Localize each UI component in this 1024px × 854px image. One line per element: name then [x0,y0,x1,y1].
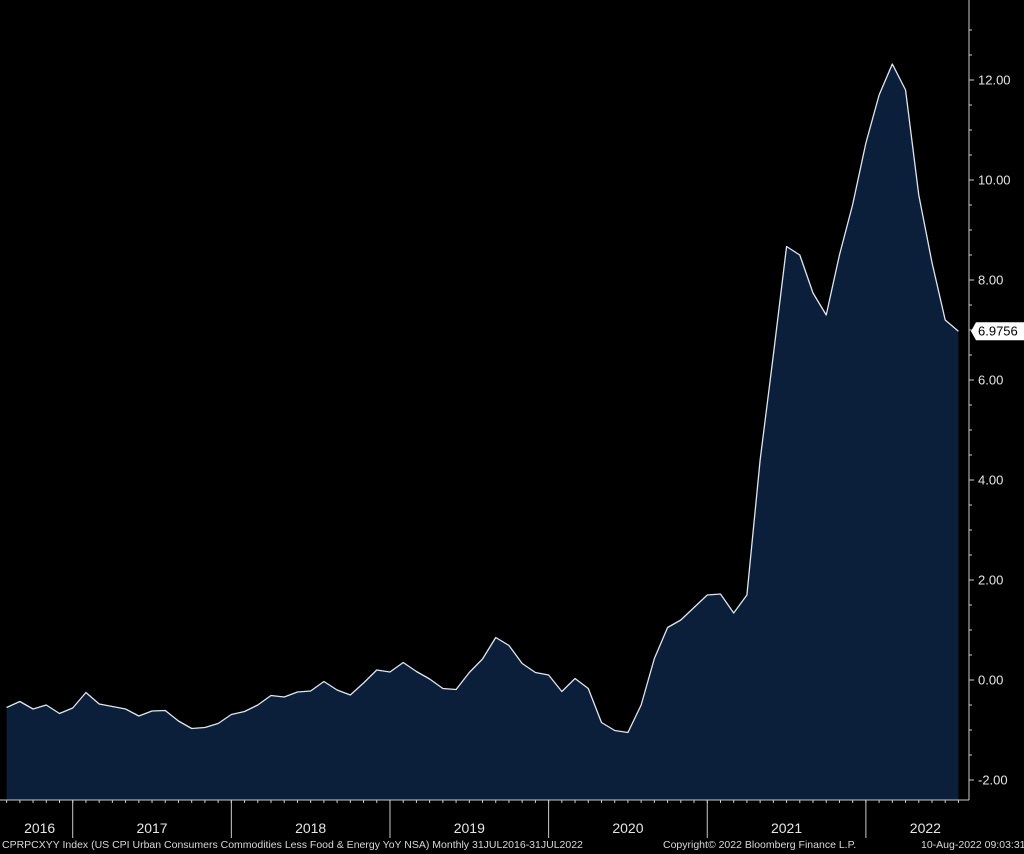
x-axis: 2016 2017 2018 2019 2020 2021 2022 [0,799,969,838]
x-tick-label: 2019 [454,820,485,836]
plot-area [6,63,959,800]
timestamp-text: 10-Aug-2022 09:03:31 [921,839,1024,851]
y-tick-label: 10.00 [978,173,1011,188]
y-axis: 12.00 10.00 8.00 6.00 4.00 2.00 0.00 -2.00 [968,0,1011,800]
last-value-label: 6.9756 [978,324,1018,339]
x-tick-label: 2020 [612,820,643,836]
x-tick-label: 2021 [771,820,802,836]
area-fill [6,64,959,800]
x-tick-label: 2017 [136,820,167,836]
y-tick-label: 8.00 [978,273,1003,288]
y-tick-label: 12.00 [978,73,1011,88]
last-value-box [971,322,1024,341]
x-tick-label: 2018 [295,820,326,836]
last-value-tag: 6.9756 [971,322,1024,341]
x-tick-label: 2022 [910,820,941,836]
copyright-text: Copyright© 2022 Bloomberg Finance L.P. [663,839,857,851]
series-line [6,63,959,734]
y-tick-label: 2.00 [978,573,1003,588]
chart-footer: CPRPCXYY Index (US CPI Urban Consumers C… [0,838,1024,854]
x-tick-label: 2016 [24,820,55,836]
y-tick-label: 4.00 [978,473,1003,488]
y-tick-label: 6.00 [978,373,1003,388]
ticker-description: CPRPCXYY Index (US CPI Urban Consumers C… [2,839,583,851]
y-tick-label: 0.00 [978,673,1003,688]
y-tick-label: -2.00 [978,773,1008,788]
